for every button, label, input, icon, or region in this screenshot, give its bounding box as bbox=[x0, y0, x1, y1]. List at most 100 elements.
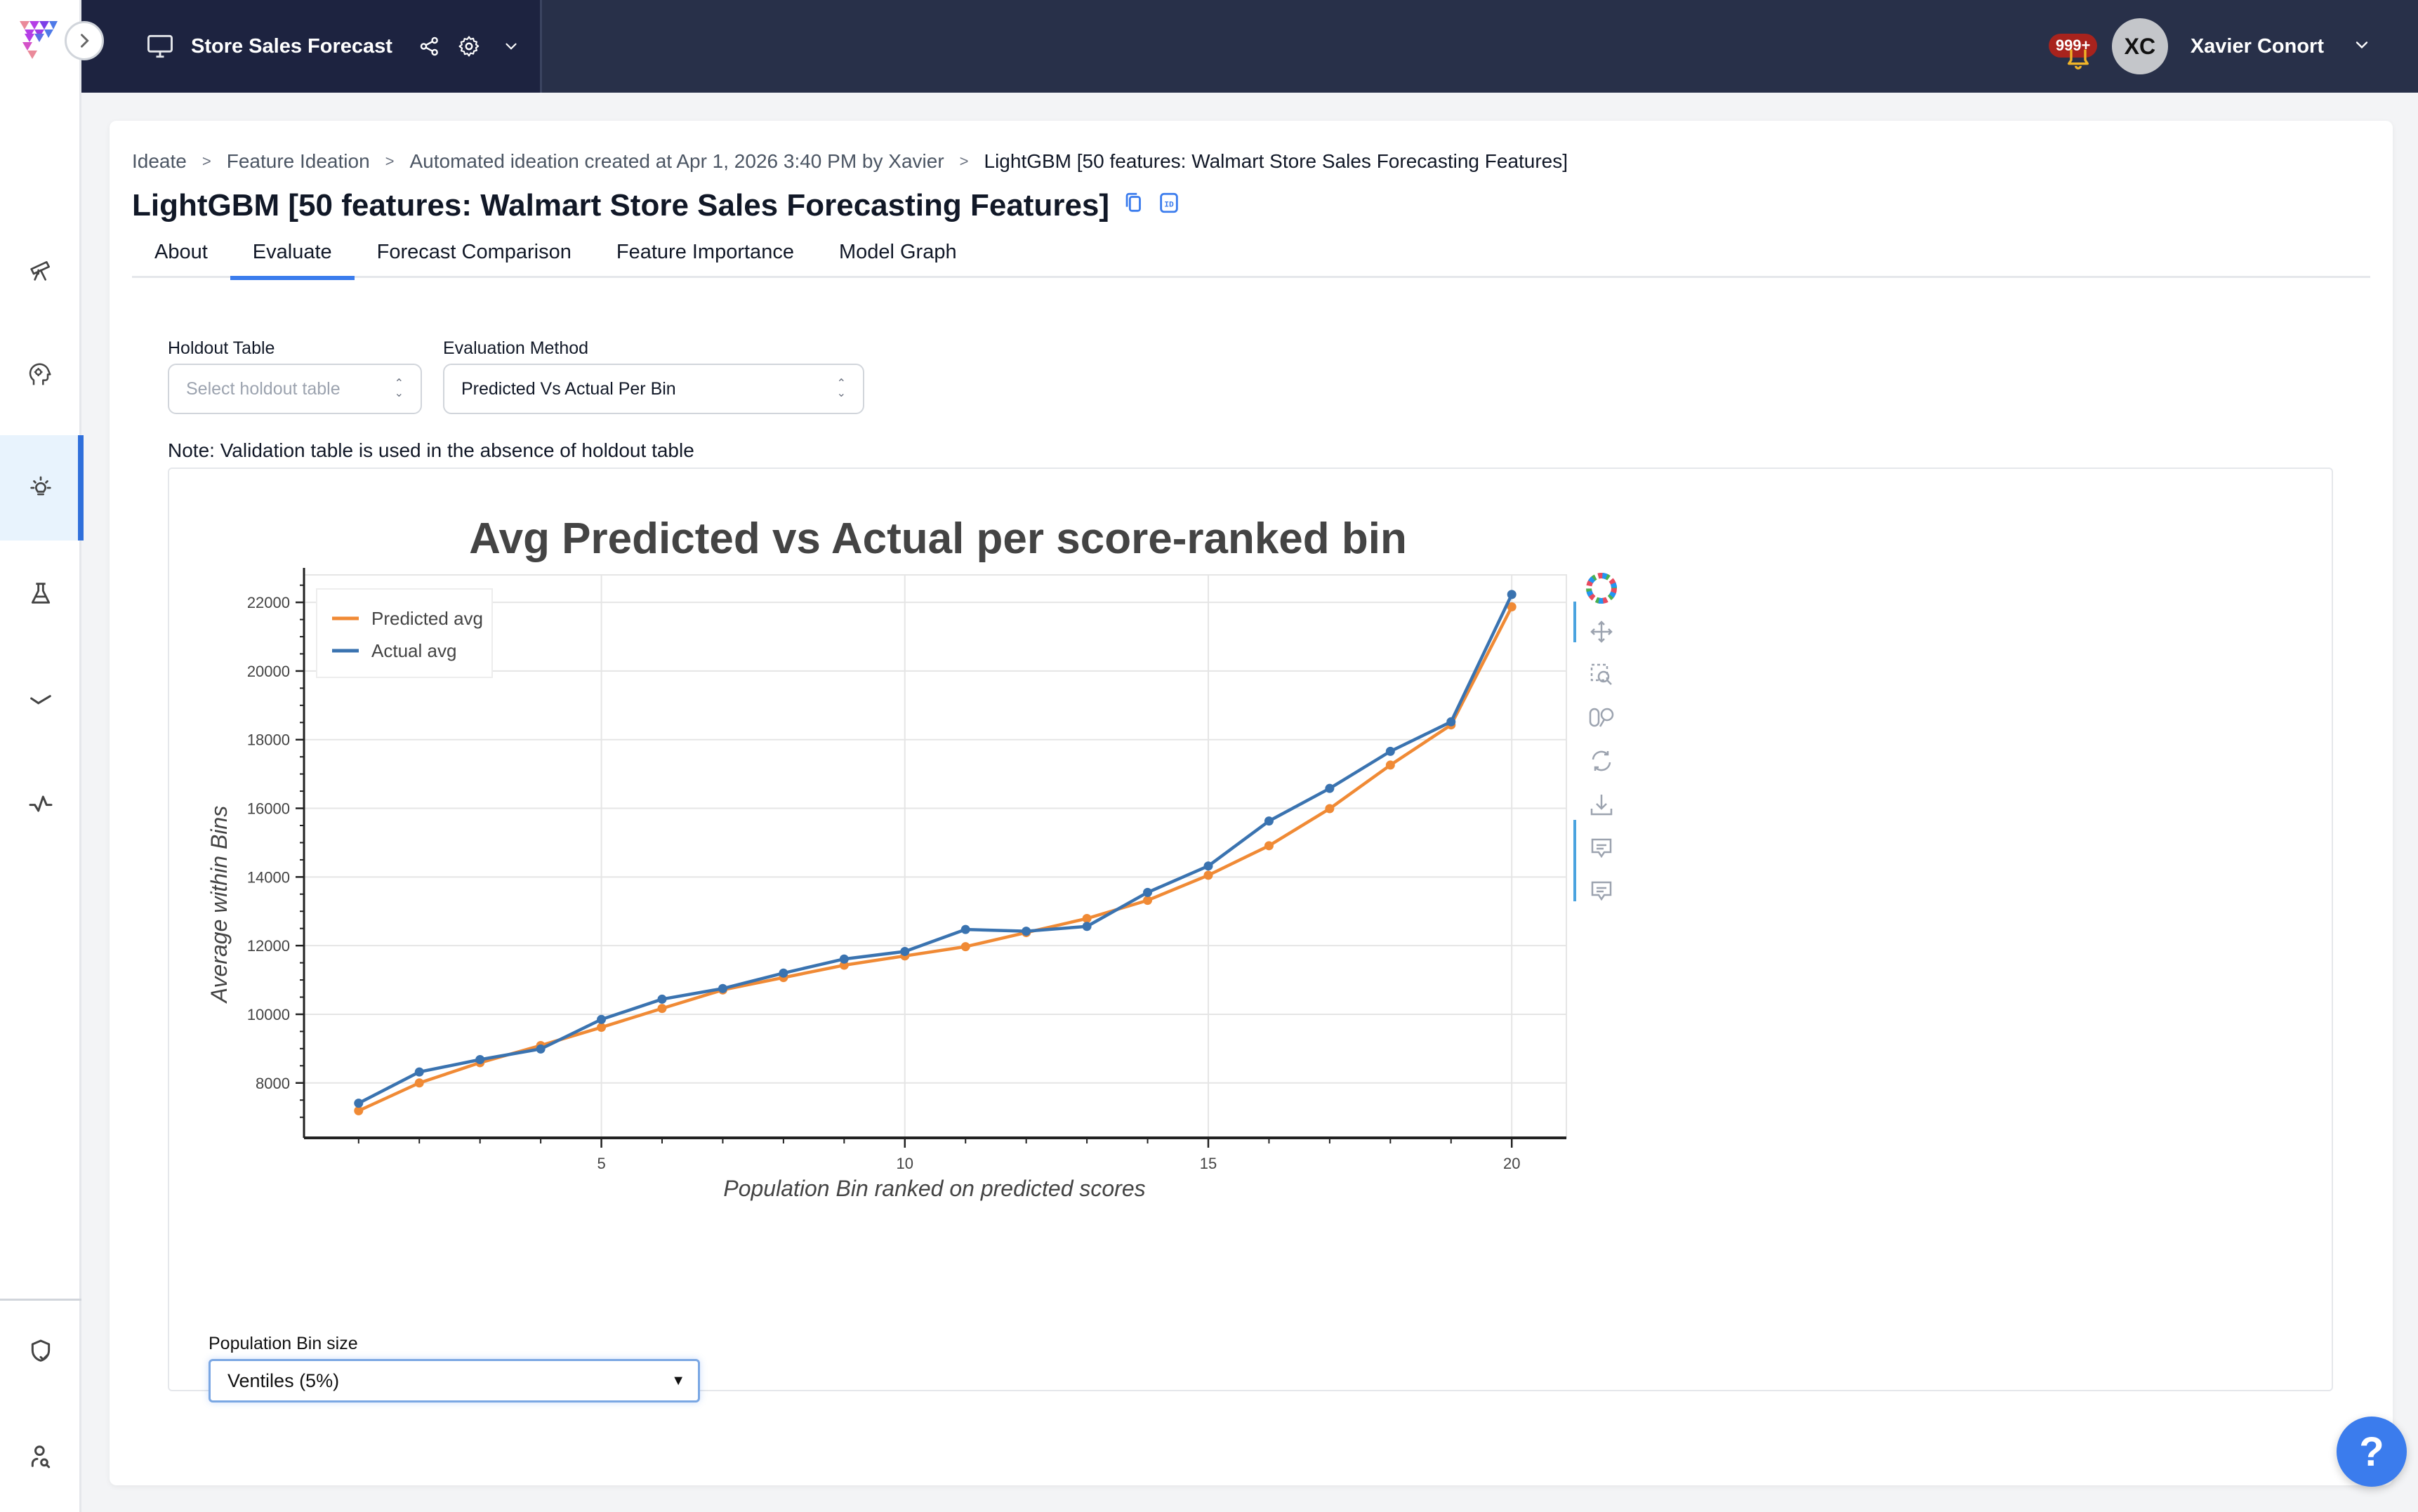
data-point bbox=[1264, 841, 1274, 851]
x-tick-label: 5 bbox=[597, 1155, 605, 1172]
flask-icon bbox=[31, 583, 51, 604]
breadcrumb-separator: > bbox=[959, 152, 969, 170]
sidebar-item-monitor[interactable] bbox=[0, 751, 81, 856]
series-line bbox=[357, 593, 1514, 1105]
top-header: Store Sales Forecast 999+ XC Xavier Cono… bbox=[81, 0, 2418, 93]
evaluation-method-value: Predicted Vs Actual Per Bin bbox=[461, 378, 676, 399]
data-point bbox=[779, 968, 788, 978]
tab-forecast-comparison[interactable]: Forecast Comparison bbox=[376, 241, 572, 263]
tab-model-graph[interactable]: Model Graph bbox=[838, 241, 957, 263]
select-updown-icon: ⌃ ⌄ bbox=[394, 378, 404, 399]
notifications-button[interactable]: 999+ bbox=[2048, 18, 2098, 74]
settings-gear-icon[interactable] bbox=[457, 34, 481, 58]
legend-box bbox=[316, 588, 493, 678]
chart-axes: 8000 10000 12000 14000 16000 18000 20000 22000 5… bbox=[247, 568, 1566, 1172]
lightbulb-icon bbox=[30, 476, 51, 496]
data-point bbox=[1022, 927, 1031, 936]
data-point bbox=[536, 1044, 546, 1054]
sidebar-item-user-search[interactable] bbox=[0, 1404, 81, 1509]
tab-feature-importance[interactable]: Feature Importance bbox=[616, 241, 794, 263]
data-point bbox=[1325, 783, 1335, 793]
data-point bbox=[597, 1014, 607, 1024]
main-content-card: Ideate > Feature Ideation > Automated id… bbox=[110, 121, 2393, 1485]
legend-label: Actual avg bbox=[371, 640, 456, 661]
pulse-icon bbox=[29, 795, 53, 812]
sidebar-item-ai[interactable] bbox=[0, 323, 81, 428]
tab-about[interactable]: About bbox=[154, 241, 208, 263]
breadcrumb-current-model: LightGBM [50 features: Walmart Store Sal… bbox=[984, 150, 1568, 172]
select-updown-icon: ⌃ ⌄ bbox=[836, 378, 846, 399]
data-point bbox=[1385, 746, 1395, 756]
project-menu-chevron-icon[interactable] bbox=[502, 37, 520, 55]
breadcrumb-feature-ideation[interactable]: Feature Ideation bbox=[226, 150, 370, 172]
sidebar-item-experiment[interactable] bbox=[0, 541, 81, 646]
chart-title: Avg Predicted vs Actual per score-ranked… bbox=[469, 515, 1407, 563]
sidebar-item-approve[interactable] bbox=[0, 646, 81, 751]
data-point bbox=[960, 924, 970, 934]
data-point bbox=[900, 946, 910, 956]
wheel-zoom-icon bbox=[1589, 708, 1614, 727]
data-point bbox=[354, 1106, 364, 1115]
svg-text:ID: ID bbox=[1164, 201, 1174, 210]
help-button[interactable]: ? bbox=[2337, 1417, 2407, 1487]
project-title[interactable]: Store Sales Forecast bbox=[191, 34, 392, 58]
expand-sidebar-button[interactable] bbox=[65, 21, 104, 60]
validation-note: Note: Validation table is used in the ab… bbox=[168, 439, 694, 461]
data-point bbox=[354, 1099, 364, 1108]
data-point bbox=[1203, 861, 1213, 871]
predicted-vs-actual-chart[interactable]: Avg Predicted vs Actual per score-ranked… bbox=[169, 469, 2334, 1325]
legend-label: Predicted avg bbox=[371, 608, 483, 629]
breadcrumb-automated-ideation[interactable]: Automated ideation created at Apr 1, 202… bbox=[409, 150, 944, 172]
user-avatar[interactable]: XC bbox=[2111, 18, 2168, 74]
save-icon bbox=[1590, 795, 1613, 816]
sidebar-item-explore[interactable] bbox=[0, 218, 81, 323]
share-icon[interactable] bbox=[418, 34, 442, 58]
page-title-row: LightGBM [50 features: Walmart Store Sal… bbox=[132, 188, 1180, 223]
evaluation-method-select[interactable]: Predicted Vs Actual Per Bin ⌃ ⌄ bbox=[443, 364, 864, 414]
telescope-icon bbox=[30, 261, 50, 281]
header-user-area: 999+ XC Xavier Conort bbox=[2048, 0, 2418, 93]
bokeh-logo-icon bbox=[1586, 573, 1617, 604]
y-tick-label: 22000 bbox=[247, 594, 290, 611]
app-logo[interactable] bbox=[17, 18, 62, 60]
bin-size-label: Population Bin size bbox=[209, 1334, 358, 1353]
tab-bar: About Evaluate Forecast Comparison Featu… bbox=[132, 239, 2370, 280]
holdout-table-placeholder: Select holdout table bbox=[186, 378, 341, 399]
data-point bbox=[1082, 914, 1092, 924]
x-tick-label: 10 bbox=[897, 1155, 913, 1172]
id-icon[interactable]: ID bbox=[1158, 191, 1180, 215]
shield-check-icon bbox=[31, 1339, 51, 1362]
sidebar-item-ideate[interactable] bbox=[0, 435, 84, 541]
breadcrumb-ideate[interactable]: Ideate bbox=[132, 150, 187, 172]
holdout-table-select[interactable]: Select holdout table ⌃ ⌄ bbox=[168, 364, 422, 414]
bin-size-select[interactable]: Ventiles (5%) ▼ bbox=[209, 1359, 700, 1402]
breadcrumb-separator: > bbox=[202, 152, 211, 170]
left-sidebar bbox=[0, 0, 104, 1512]
sidebar-item-governance[interactable] bbox=[0, 1299, 81, 1404]
data-point bbox=[1264, 816, 1274, 826]
user-menu-chevron-icon[interactable] bbox=[2352, 35, 2372, 58]
y-tick-label: 12000 bbox=[247, 937, 290, 955]
bin-size-value: Ventiles (5%) bbox=[227, 1370, 340, 1391]
notification-badge: 999+ bbox=[2048, 34, 2098, 58]
y-tick-label: 10000 bbox=[247, 1006, 290, 1023]
hover-icon bbox=[1591, 881, 1612, 901]
tab-evaluate[interactable]: Evaluate bbox=[230, 239, 355, 280]
pan-icon bbox=[1590, 621, 1613, 643]
data-point bbox=[1385, 760, 1395, 770]
data-point bbox=[1143, 896, 1153, 906]
x-tick-label: 20 bbox=[1503, 1155, 1520, 1172]
data-point bbox=[1143, 887, 1153, 897]
dropdown-triangle-icon: ▼ bbox=[671, 1372, 685, 1388]
copy-icon[interactable] bbox=[1123, 191, 1144, 215]
data-point bbox=[657, 1004, 667, 1014]
chart-panel: Avg Predicted vs Actual per score-ranked… bbox=[168, 467, 2334, 1402]
box-zoom-icon bbox=[1590, 663, 1612, 685]
chevron-right-icon bbox=[81, 34, 89, 48]
data-point bbox=[657, 994, 667, 1004]
data-point bbox=[597, 1023, 607, 1033]
bell-icon bbox=[2067, 49, 2089, 69]
hover-icon bbox=[1591, 838, 1612, 858]
user-name[interactable]: Xavier Conort bbox=[2190, 34, 2324, 58]
chart-grid bbox=[303, 574, 1567, 1139]
